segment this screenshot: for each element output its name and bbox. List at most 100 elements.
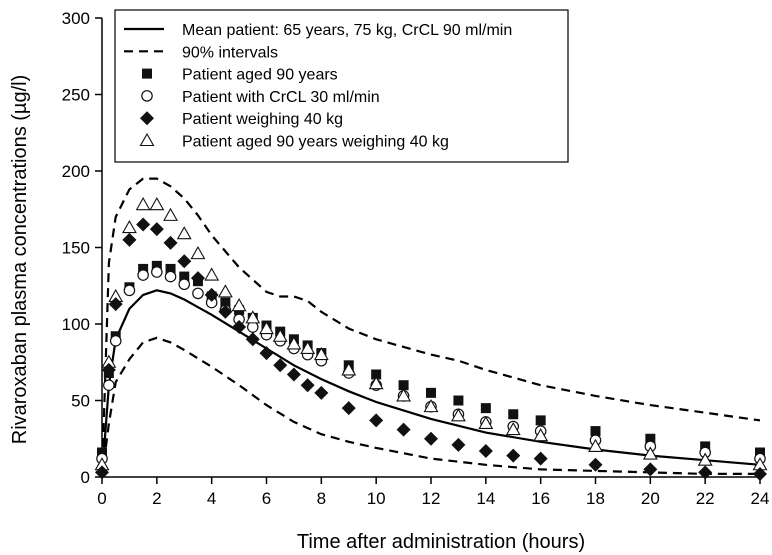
data-point-open-triangle <box>245 310 261 324</box>
data-point-open-triangle <box>217 284 233 298</box>
data-point-open-triangle <box>313 346 329 361</box>
x-tick-label: 12 <box>422 489 441 508</box>
x-tick-label: 16 <box>531 489 550 508</box>
legend-key-open-circle <box>141 90 153 102</box>
data-point-open-triangle <box>259 320 274 335</box>
data-point-filled-square <box>535 415 546 426</box>
data-point-open-circle <box>137 269 149 281</box>
data-point-filled-square <box>590 426 601 437</box>
data-point-filled-square <box>426 387 436 398</box>
data-point-open-circle <box>109 335 122 347</box>
data-point-filled-diamond <box>753 466 767 481</box>
data-point-open-circle <box>164 270 177 283</box>
y-tick-label: 150 <box>62 239 90 258</box>
data-point-open-triangle <box>505 421 521 436</box>
data-point-filled-diamond <box>122 232 137 247</box>
legend-key-filled-square <box>142 68 152 79</box>
data-point-filled-diamond <box>218 304 233 319</box>
data-point-filled-diamond <box>101 362 116 377</box>
data-point-open-triangle <box>163 207 178 221</box>
legend-key-open-triangle <box>139 132 155 147</box>
data-point-filled-diamond <box>396 422 411 437</box>
data-point-filled-diamond <box>95 465 109 480</box>
y-tick-label: 100 <box>62 315 90 334</box>
data-point-open-triangle <box>368 376 384 390</box>
mean-patient-line <box>100 289 761 478</box>
legend: Mean patient: 65 years, 75 kg, CrCL 90 m… <box>114 9 569 163</box>
data-point-filled-diamond <box>204 287 219 302</box>
data-point-open-circle <box>178 278 191 291</box>
data-point-open-triangle <box>588 438 603 452</box>
data-point-open-triangle <box>272 328 288 342</box>
x-tick-label: 8 <box>317 489 326 508</box>
data-point-open-triangle <box>286 336 302 350</box>
legend-key-filled-diamond <box>140 111 154 126</box>
y-axis-title: Rivaroxaban plasma concentrations (µg/l) <box>9 75 31 444</box>
data-point-filled-square <box>220 297 231 308</box>
data-point-filled-square <box>645 433 656 444</box>
data-point-filled-diamond <box>163 235 178 250</box>
data-point-open-triangle <box>190 246 206 260</box>
x-tick-label: 24 <box>751 489 770 508</box>
data-point-open-circle <box>192 287 204 300</box>
data-point-filled-diamond <box>588 457 603 472</box>
data-point-filled-square <box>398 380 409 391</box>
x-tick-label: 0 <box>97 489 106 508</box>
x-tick-label: 20 <box>641 489 660 508</box>
data-point-open-triangle <box>300 340 316 355</box>
data-point-filled-diamond <box>136 217 151 232</box>
data-point-filled-diamond <box>506 448 521 463</box>
data-point-filled-square <box>179 271 190 282</box>
x-tick-label: 4 <box>207 489 216 508</box>
legend-label: Patient aged 90 years weighing 40 kg <box>182 134 449 151</box>
x-tick-label: 18 <box>586 489 605 508</box>
data-point-filled-diamond <box>245 332 260 347</box>
y-tick-label: 0 <box>81 468 90 487</box>
data-point-open-circle <box>103 379 115 391</box>
data-point-open-triangle <box>396 388 412 402</box>
data-point-filled-diamond <box>369 413 384 428</box>
data-point-filled-diamond <box>108 297 123 312</box>
data-point-filled-diamond <box>314 385 329 400</box>
data-point-filled-diamond <box>177 254 192 269</box>
data-point-open-triangle <box>135 197 151 211</box>
x-axis-title: Time after administration (hours) <box>297 531 585 553</box>
legend-label: Patient with CrCL 30 ml/min <box>182 89 380 106</box>
legend-box <box>114 9 569 163</box>
data-point-filled-square <box>453 395 464 406</box>
x-tick-label: 14 <box>476 489 495 508</box>
data-point-open-triangle <box>450 408 466 422</box>
data-point-open-triangle <box>697 452 713 466</box>
y-tick-label: 250 <box>62 86 90 105</box>
legend-label: Patient weighing 40 kg <box>182 111 343 128</box>
data-point-open-circle <box>123 284 136 297</box>
x-tick-label: 6 <box>262 489 271 508</box>
legend-label: Mean patient: 65 years, 75 kg, CrCL 90 m… <box>182 22 512 39</box>
data-point-filled-square <box>480 403 491 414</box>
data-point-filled-diamond <box>190 271 205 286</box>
y-tick-label: 200 <box>62 162 90 181</box>
data-point-open-circle <box>151 266 163 278</box>
upper-90-interval-line <box>100 177 761 478</box>
x-tick-label: 2 <box>152 489 161 508</box>
data-point-filled-diamond <box>300 378 315 393</box>
x-tick-label: 22 <box>696 489 715 508</box>
data-point-open-triangle <box>341 362 357 376</box>
data-point-open-triangle <box>423 399 439 413</box>
data-point-filled-square <box>97 447 107 458</box>
lower-90-interval-line <box>100 336 760 478</box>
data-point-filled-square <box>138 263 149 274</box>
data-point-filled-diamond <box>698 465 713 480</box>
data-point-filled-square <box>700 441 711 452</box>
markers-group <box>94 197 768 481</box>
data-point-filled-diamond <box>451 437 466 452</box>
data-point-filled-diamond <box>478 443 493 458</box>
data-point-filled-square <box>165 263 176 274</box>
data-point-filled-diamond <box>643 462 658 477</box>
y-tick-label: 50 <box>71 392 90 411</box>
data-point-filled-diamond <box>259 346 274 361</box>
data-point-filled-diamond <box>286 367 301 382</box>
